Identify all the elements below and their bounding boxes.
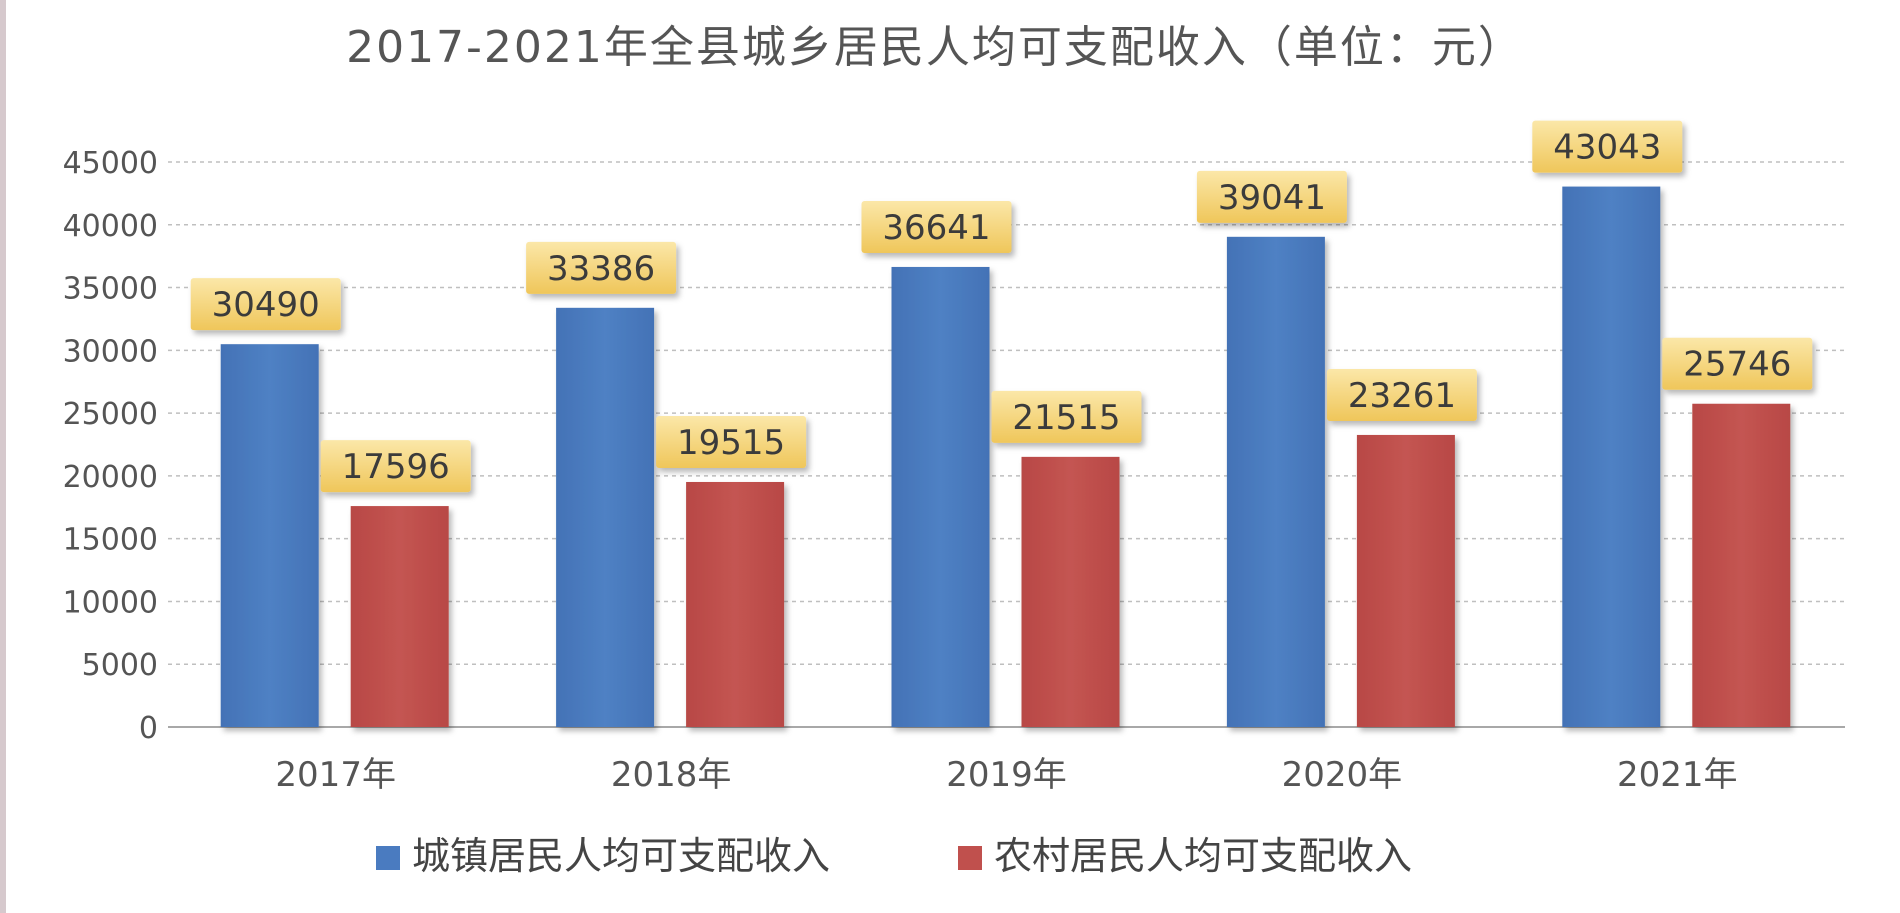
- legend-swatch: [376, 846, 400, 870]
- bar-urban: [891, 266, 990, 727]
- legend-label: 城镇居民人均可支配收入: [412, 834, 830, 878]
- data-label-box: [991, 390, 1142, 443]
- x-axis-ticks: 2017年 2018年 2019年 2020年 2021年: [275, 755, 1737, 795]
- bar-rural: [350, 506, 449, 727]
- y-axis-ticks: 0 5000 10000 15000 20000 25000 30000 35000 40000…: [63, 146, 158, 746]
- data-label-text: 21515: [1012, 398, 1120, 438]
- data-label-text: 43043: [1553, 128, 1661, 168]
- data-label: 33386: [526, 241, 677, 294]
- legend: 城镇居民人均可支配收入 农村居民人均可支配收入: [376, 834, 1412, 878]
- y-tick-label: 45000: [63, 146, 158, 181]
- x-tick-label: 2017年: [275, 755, 396, 795]
- data-label-box: [190, 278, 341, 331]
- data-label: 39041: [1196, 170, 1347, 223]
- left-edge-border: [0, 0, 6, 913]
- y-tick-label: 10000: [63, 585, 158, 620]
- y-tick-label: 20000: [63, 460, 158, 495]
- data-label: 30490: [190, 278, 341, 331]
- data-label-text: 23261: [1348, 376, 1456, 416]
- legend-item: 城镇居民人均可支配收入: [376, 834, 830, 878]
- data-label-box: [861, 200, 1012, 253]
- y-tick-label: 0: [139, 711, 158, 746]
- data-label-text: 30490: [212, 285, 320, 325]
- bar-urban: [556, 307, 655, 727]
- y-tick-label: 30000: [63, 334, 158, 369]
- data-label-box: [1662, 337, 1813, 390]
- data-label-box: [320, 440, 471, 493]
- data-label-text: 39041: [1218, 178, 1326, 218]
- data-label-text: 33386: [547, 249, 655, 289]
- data-label-text: 25746: [1683, 345, 1791, 385]
- legend-label: 农村居民人均可支配收入: [994, 834, 1412, 878]
- x-tick-label: 2019年: [946, 755, 1067, 795]
- data-label-box: [526, 241, 677, 294]
- legend-item: 农村居民人均可支配收入: [958, 834, 1412, 878]
- data-label: 17596: [320, 440, 471, 493]
- y-tick-label: 35000: [63, 272, 158, 307]
- bar-rural: [1692, 403, 1791, 727]
- bar-urban: [220, 344, 319, 727]
- x-tick-label: 2020年: [1282, 755, 1403, 795]
- data-label: 25746: [1662, 337, 1813, 390]
- data-label-box: [656, 415, 807, 468]
- data-label-box: [1326, 368, 1477, 421]
- x-tick-label: 2018年: [611, 755, 732, 795]
- data-labels: 30490 17596 33386 19515 36641 21515 39041 23261…: [190, 120, 1813, 493]
- chart-title: 2017-2021年全县城乡居民人均可支配收入（单位：元）: [346, 22, 1524, 73]
- data-label-box: [1196, 170, 1347, 223]
- bar-rural: [686, 481, 785, 727]
- y-tick-label: 15000: [63, 523, 158, 558]
- bar-rural: [1356, 434, 1455, 727]
- data-label: 36641: [861, 200, 1012, 253]
- data-label: 19515: [656, 415, 807, 468]
- x-tick-label: 2021年: [1617, 755, 1738, 795]
- data-label-text: 19515: [677, 423, 785, 463]
- data-label: 21515: [991, 390, 1142, 443]
- y-tick-label: 40000: [63, 209, 158, 244]
- data-label-text: 17596: [342, 447, 450, 487]
- data-label: 43043: [1532, 120, 1683, 173]
- legend-swatch: [958, 846, 982, 870]
- bar-rural: [1021, 456, 1120, 727]
- bar-urban: [1226, 236, 1325, 728]
- data-label-text: 36641: [882, 208, 990, 248]
- y-tick-label: 5000: [82, 648, 158, 683]
- bars: [220, 186, 1791, 728]
- y-tick-label: 25000: [63, 397, 158, 432]
- data-label: 23261: [1326, 368, 1477, 421]
- data-label-box: [1532, 120, 1683, 173]
- bar-urban: [1562, 186, 1661, 727]
